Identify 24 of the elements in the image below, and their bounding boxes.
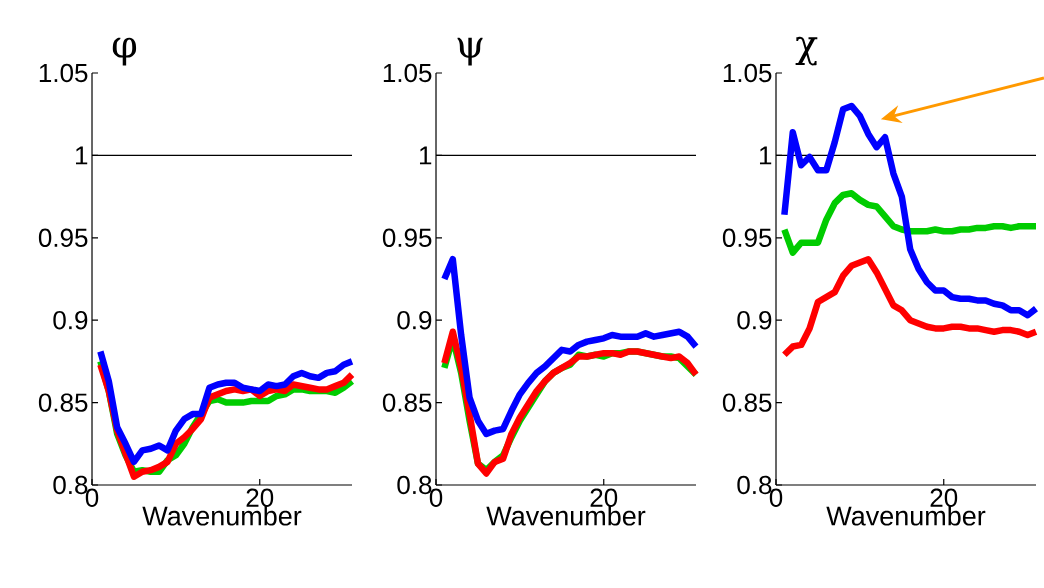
- y-tick-label: 1: [419, 146, 432, 165]
- x-tick-label: 20: [590, 488, 618, 507]
- y-tick-label: 0.85: [38, 393, 88, 412]
- y-tick-label: 0.85: [382, 393, 432, 412]
- y-tick-label: 1.05: [39, 63, 88, 83]
- y-tick-label: 0.85: [722, 393, 772, 412]
- y-tick-label: 1.05: [723, 63, 772, 83]
- y-tick-label: 1: [759, 146, 772, 165]
- x-tick-label: 20: [930, 488, 958, 507]
- chart-title: ψ: [457, 37, 483, 66]
- y-tick-label: 1: [75, 146, 88, 165]
- x-axis-title: Wavenumber: [826, 505, 986, 526]
- y-tick-label: 0.95: [382, 228, 432, 247]
- x-tick-label: 20: [246, 488, 274, 507]
- y-tick-label: 0.9: [397, 310, 432, 330]
- y-tick-label: 1.05: [383, 63, 432, 83]
- y-tick-label: 0.95: [722, 228, 772, 247]
- chart-title: φ: [112, 37, 137, 66]
- y-tick-label: 0.9: [53, 310, 88, 330]
- chart-title: χ: [795, 36, 818, 66]
- y-tick-label: 0.95: [38, 228, 88, 247]
- x-axis-title: Wavenumber: [142, 505, 302, 526]
- x-axis-title: Wavenumber: [486, 505, 646, 526]
- y-tick-label: 0.9: [737, 310, 772, 330]
